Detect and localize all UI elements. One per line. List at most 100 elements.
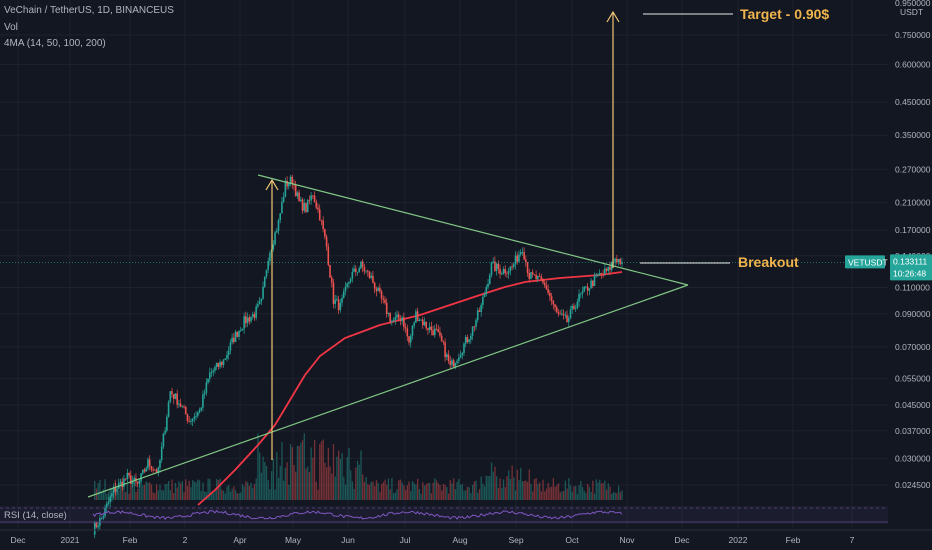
price-axis[interactable]: 0.750000 0.600000 0.450000 0.350000 0.270000…: [845, 0, 932, 490]
candle-body: [190, 421, 192, 423]
volume-bar: [181, 481, 184, 500]
volume-bar: [214, 489, 216, 500]
volume-bar: [490, 462, 493, 500]
candle-body: [257, 304, 259, 307]
candle-body: [147, 459, 149, 469]
candle-body: [482, 297, 484, 305]
candle-body: [392, 320, 395, 322]
volume-bar: [454, 489, 457, 500]
candle-body: [452, 360, 455, 367]
ma-legend: 4MA (14, 50, 100, 200): [4, 38, 106, 49]
candle-body: [554, 304, 556, 308]
candle-body: [356, 271, 359, 273]
volume-bar: [238, 493, 240, 500]
candle-body: [327, 246, 330, 266]
candle-body: [294, 185, 297, 197]
volume-bar: [363, 481, 366, 500]
candle-body: [537, 276, 539, 279]
candle-body: [581, 291, 584, 294]
time-tick-label: Jul: [400, 535, 411, 545]
candle-body: [499, 268, 501, 274]
time-axis[interactable]: Dec 2021 Feb 2 Apr May Jun Jul Aug Sep Oct Nov Dec 20…: [0, 529, 932, 545]
volume-bar: [164, 484, 166, 500]
candle-body: [339, 302, 342, 311]
candle-body: [263, 276, 266, 287]
volume-bar: [550, 486, 553, 500]
candle-body: [274, 232, 276, 245]
volume-bar: [317, 489, 319, 500]
volume-bar: [300, 442, 302, 500]
candle-body: [432, 330, 434, 336]
candle-body: [384, 299, 386, 303]
candle-body: [409, 335, 412, 343]
candle-body: [406, 328, 409, 337]
candle-body: [275, 231, 278, 233]
volume-bar: [597, 482, 599, 500]
volume-bar: [243, 486, 245, 500]
volume-bar: [499, 478, 501, 500]
volume-bar: [339, 458, 342, 500]
candle-body: [408, 336, 410, 343]
candle-body: [107, 502, 110, 504]
volume-legend: Vol: [4, 22, 18, 33]
volume-bar: [291, 447, 293, 500]
volume-bar: [315, 481, 317, 500]
volume-bar: [271, 471, 273, 500]
volume-bar: [365, 477, 367, 500]
lower-trendline: [87, 284, 689, 498]
candle-body: [279, 213, 282, 221]
candle-body: [468, 339, 470, 342]
volume-bar: [327, 447, 330, 500]
volume-bar: [611, 493, 613, 500]
candle-body: [154, 469, 156, 471]
candle-body: [514, 255, 517, 265]
candle-body: [550, 296, 553, 301]
volume-bar: [557, 483, 560, 500]
volume-bar: [463, 490, 465, 500]
volume-bar: [351, 481, 354, 500]
candle-body: [564, 315, 567, 316]
candle-body: [95, 522, 98, 528]
volume-bar: [530, 483, 532, 500]
candle-body: [324, 229, 326, 237]
candle-body: [365, 270, 367, 272]
candle-body: [571, 305, 573, 310]
candle-body: [167, 402, 170, 417]
volume-bar: [264, 462, 266, 500]
volume-bar: [394, 492, 396, 500]
volume-bar: [458, 478, 460, 500]
candle-body: [578, 293, 580, 302]
candle-body: [509, 266, 512, 271]
volume-bar: [236, 493, 238, 500]
time-tick-label: 7: [850, 535, 855, 545]
candle-body: [277, 220, 280, 232]
candle-body: [238, 330, 240, 337]
candle-body: [574, 308, 577, 309]
volume-bar: [432, 482, 434, 500]
candle-body: [372, 275, 374, 283]
candle-body: [224, 358, 227, 360]
candle-body: [200, 407, 203, 410]
candle-body: [507, 270, 510, 274]
time-tick-label: Dec: [674, 535, 690, 545]
volume-bar: [408, 481, 410, 500]
rsi-band: [0, 506, 888, 524]
volume-bar: [248, 485, 250, 500]
candle-body: [246, 317, 249, 324]
volume-bar: [516, 469, 518, 500]
volume-bar: [554, 486, 556, 500]
candle-body: [221, 361, 223, 366]
candle-body: [463, 343, 465, 353]
candle-body: [136, 481, 139, 484]
candle-body: [531, 272, 534, 275]
volume-bar: [535, 478, 537, 500]
volume-bar: [521, 481, 524, 500]
volume-bar: [525, 480, 527, 500]
candle-body: [413, 322, 415, 326]
volume-bar: [130, 481, 132, 500]
volume-bar: [161, 489, 163, 500]
volume-bar: [174, 482, 177, 500]
candle-body: [214, 367, 216, 371]
candle-body: [172, 394, 175, 399]
